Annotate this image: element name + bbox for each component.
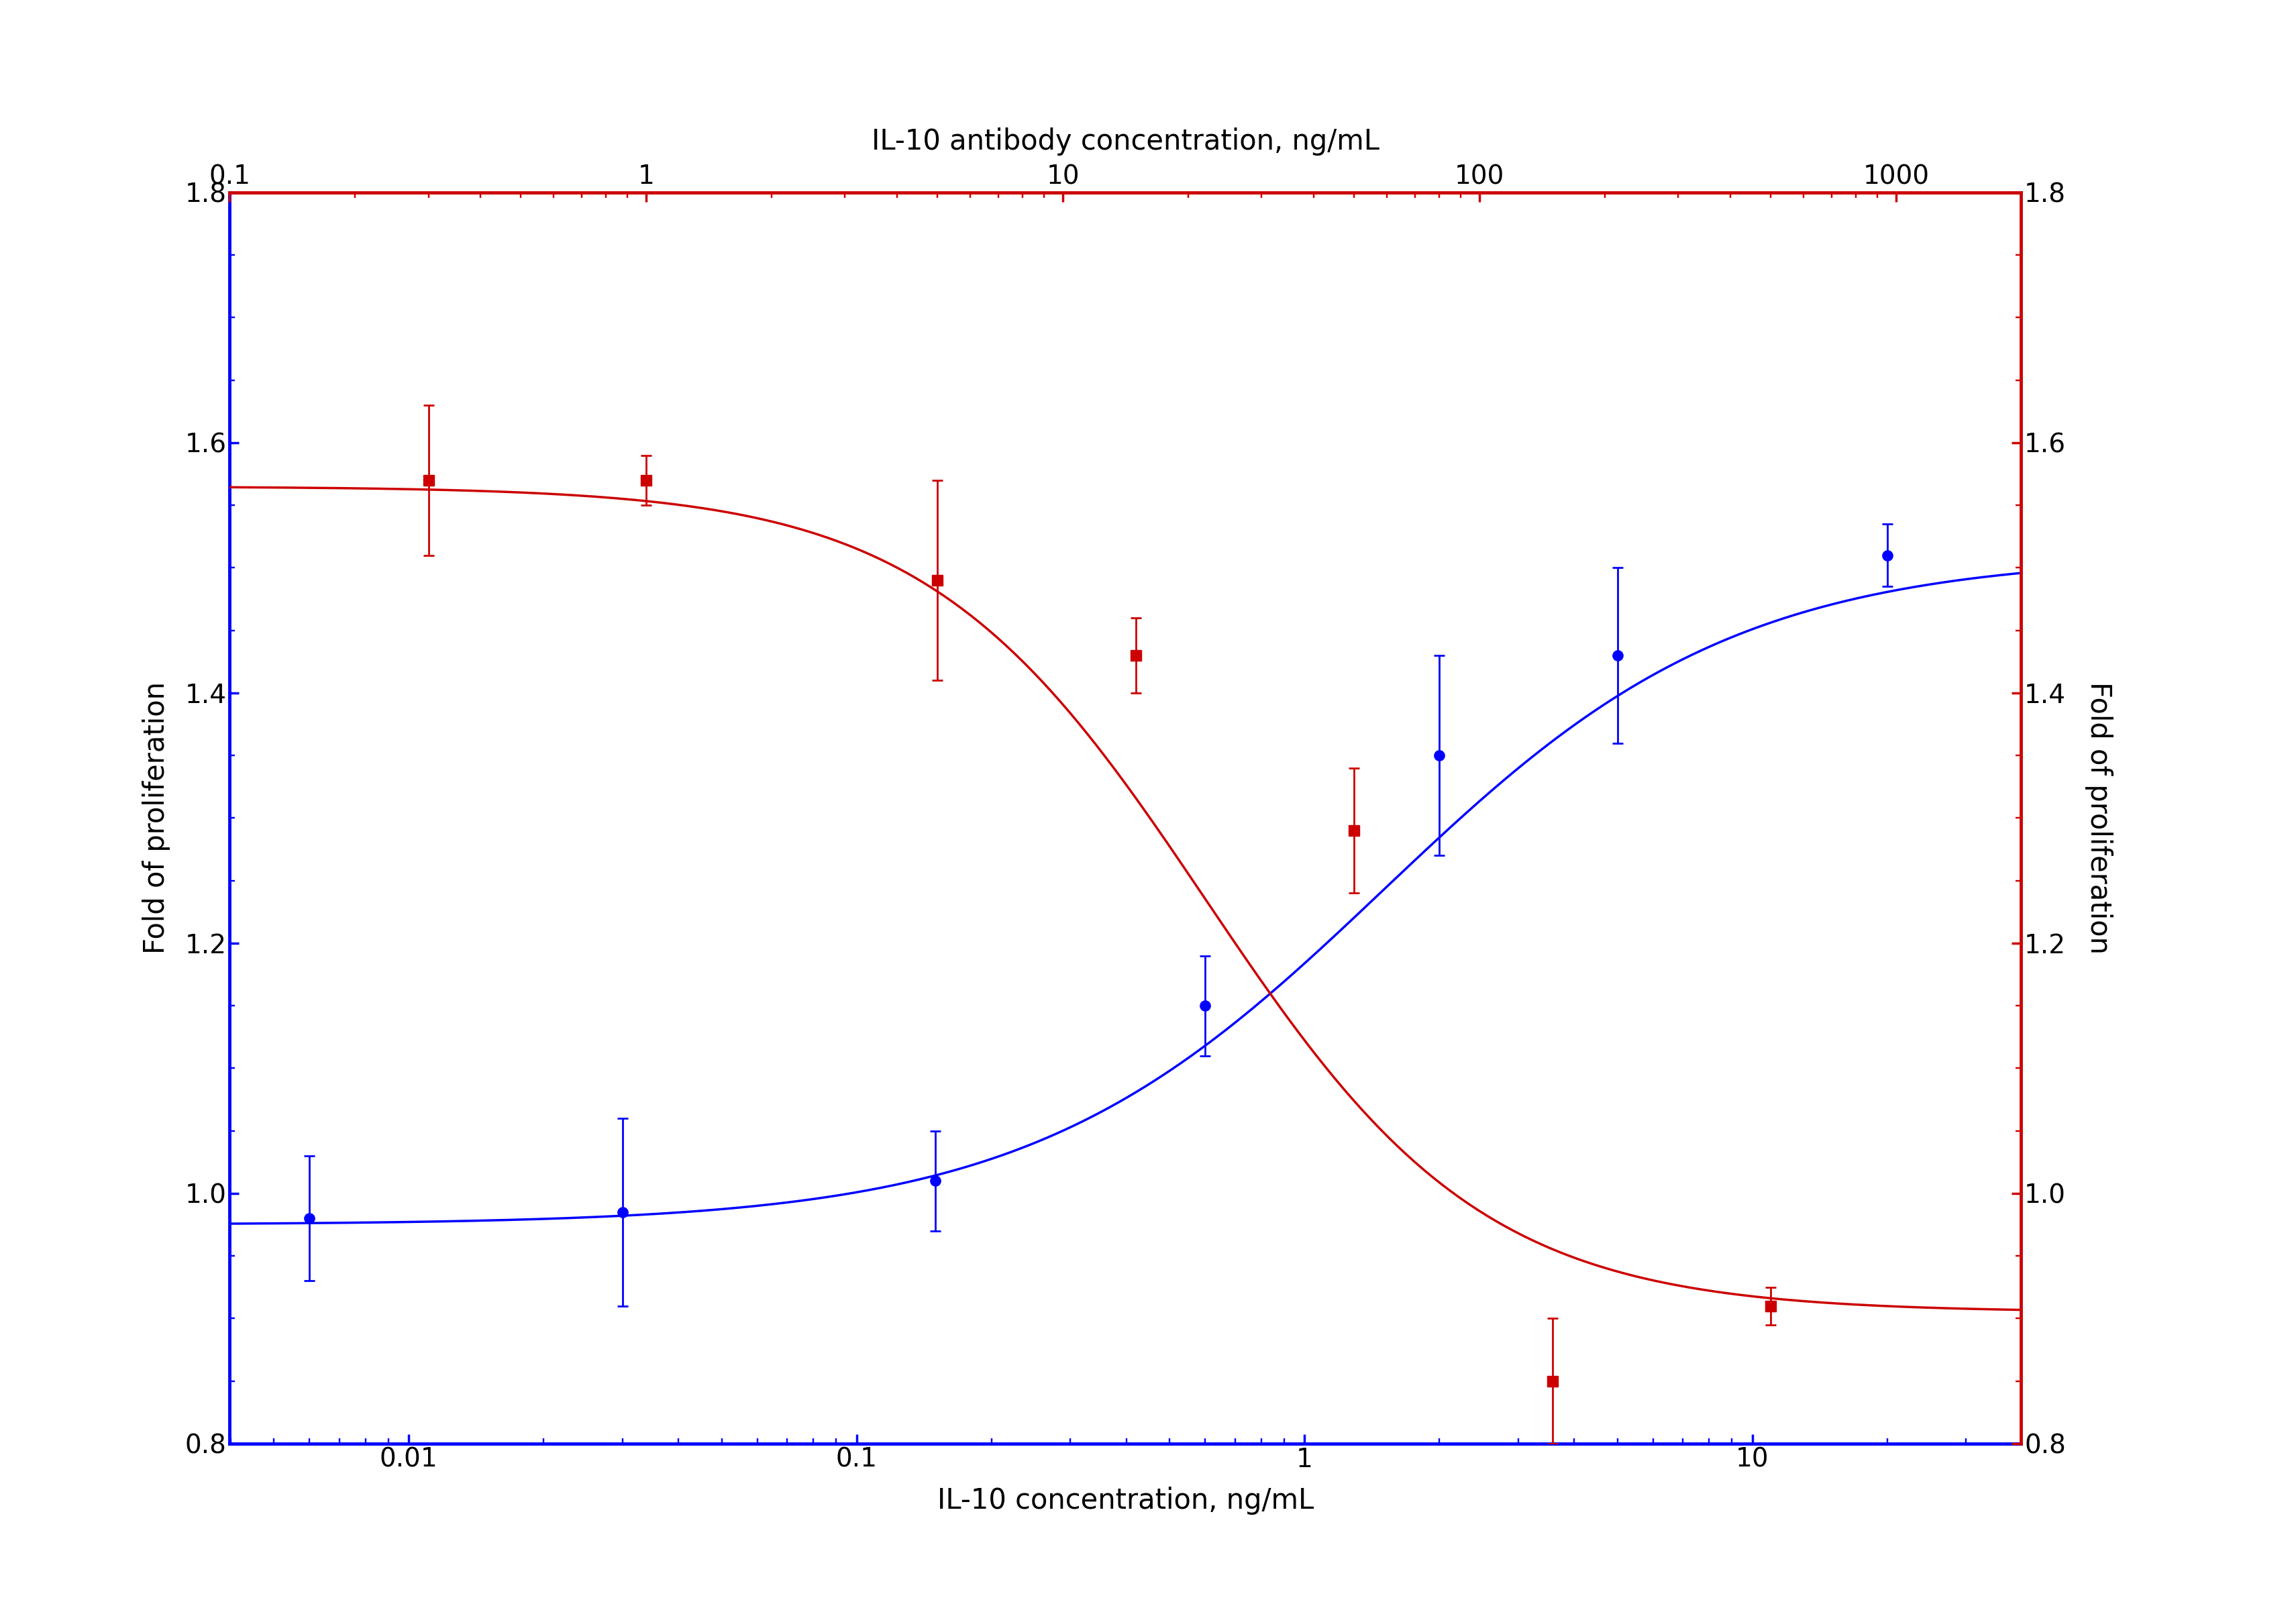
Y-axis label: Fold of proliferation: Fold of proliferation <box>142 682 170 954</box>
Y-axis label: Fold of proliferation: Fold of proliferation <box>2085 682 2112 954</box>
X-axis label: IL-10 concentration, ng/mL: IL-10 concentration, ng/mL <box>937 1487 1313 1514</box>
X-axis label: IL-10 antibody concentration, ng/mL: IL-10 antibody concentration, ng/mL <box>870 128 1380 156</box>
